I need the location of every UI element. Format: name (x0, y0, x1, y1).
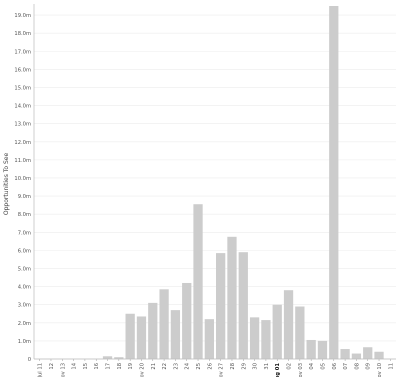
y-tick-label: 16.0m (14, 67, 31, 73)
y-tick-label: 11.0m (14, 158, 31, 164)
x-tick-label: 25 (196, 363, 202, 370)
x-tick-label: Jul 11 (38, 363, 44, 377)
bar[interactable] (102, 356, 113, 359)
y-tick-label: 10.0m (14, 176, 31, 182)
bar[interactable] (340, 349, 350, 359)
bar[interactable] (261, 320, 271, 359)
bar[interactable] (216, 253, 226, 359)
x-tick-label: Nov 27 (219, 363, 225, 377)
x-tick-label: Nov 20 (139, 363, 145, 377)
y-tick-label: 1.0m (18, 339, 31, 345)
x-tick-label: 22 (162, 363, 168, 370)
y-tick-label: 4.0m (18, 285, 31, 291)
x-tick-label: 16 (94, 363, 100, 370)
y-tick-label: 5.0m (18, 266, 31, 272)
bar[interactable] (159, 289, 169, 359)
bar[interactable] (182, 282, 192, 359)
x-tick-label: 12 (49, 363, 55, 370)
bar[interactable] (283, 290, 294, 359)
x-tick-label: 28 (230, 363, 236, 370)
bar[interactable] (238, 252, 248, 359)
bar[interactable] (306, 339, 316, 359)
y-tick-labels: 0 1.0m 2.0m 3.0m 4.0m 5.0m 6.0m 7.0m 8.0m 9.0m 10.… (14, 13, 31, 363)
bar[interactable] (227, 236, 237, 359)
x-tick-label: Aug 01 (275, 363, 281, 377)
y-tick-label: 6.0m (18, 248, 31, 254)
y-tick-label: 13.0m (14, 122, 31, 128)
x-tick-label: 18 (117, 363, 123, 370)
x-tick-label: 14 (72, 362, 78, 369)
bar[interactable] (249, 317, 260, 359)
x-tick-label: 31 (264, 363, 270, 370)
x-tick-label: 07 (343, 363, 349, 370)
x-tick-label: 08 (354, 363, 360, 370)
x-tick-label: 02 (287, 363, 293, 370)
y-tick-label: 18.0m (14, 31, 31, 37)
bar[interactable] (272, 304, 282, 359)
x-tick-label: 29 (241, 363, 247, 370)
x-tick-labels: Jul 11 12 Nov 13 14 15 16 17 18 19 Nov 20 21 22 23 24… (38, 362, 395, 381)
bar[interactable] (204, 319, 214, 359)
x-tick-label: 05 (320, 363, 326, 370)
bar[interactable] (329, 6, 339, 359)
y-tick-label: 2.0m (18, 321, 31, 327)
x-tick-label: 17 (106, 363, 112, 370)
y-tick-label: 3.0m (18, 303, 31, 309)
y-tick-label: 9.0m (18, 194, 31, 200)
y-axis-label: Opportunities To See (3, 153, 10, 216)
y-tick-label: 15.0m (14, 85, 31, 91)
x-tick-label: 26 (207, 363, 213, 370)
bar[interactable] (170, 310, 181, 359)
x-tick-label: Nov 13 (60, 363, 66, 377)
bar[interactable] (193, 204, 203, 359)
x-tick-label: 21 (151, 363, 157, 370)
x-tick-label: 06 (332, 363, 338, 370)
bar[interactable] (114, 357, 124, 359)
x-tick-label: 30 (253, 363, 259, 370)
bar[interactable] (295, 306, 305, 359)
y-tick-label: 14.0m (14, 104, 31, 110)
x-tick-label: 19 (128, 363, 134, 370)
y-tick-label: 19.0m (14, 13, 31, 19)
x-tick-label: 04 (309, 362, 315, 369)
bars (102, 6, 384, 359)
bar[interactable] (148, 302, 158, 359)
y-tick-label: 7.0m (18, 230, 31, 236)
x-tick-label: 15 (83, 363, 89, 370)
bar[interactable] (374, 351, 384, 359)
x-tick-label: 09 (366, 363, 372, 370)
bar[interactable] (125, 313, 135, 359)
grid-lines (34, 14, 396, 360)
x-tick-label: 24 (185, 362, 191, 369)
y-tick-label: 8.0m (18, 212, 31, 218)
x-tick-label: 11 (388, 363, 394, 370)
x-tick-label: Nov 03 (298, 363, 304, 377)
y-tick-label: 12.0m (14, 140, 31, 146)
bar[interactable] (317, 340, 328, 359)
x-tick-label: Nov 10 (377, 363, 383, 377)
x-tick-label: 23 (173, 363, 179, 370)
y-tick-label: 17.0m (14, 49, 31, 55)
y-tick-label: 0 (28, 357, 31, 363)
bar[interactable] (351, 353, 362, 359)
axes (33, 4, 396, 361)
bar[interactable] (136, 316, 147, 359)
bar[interactable] (363, 347, 373, 359)
